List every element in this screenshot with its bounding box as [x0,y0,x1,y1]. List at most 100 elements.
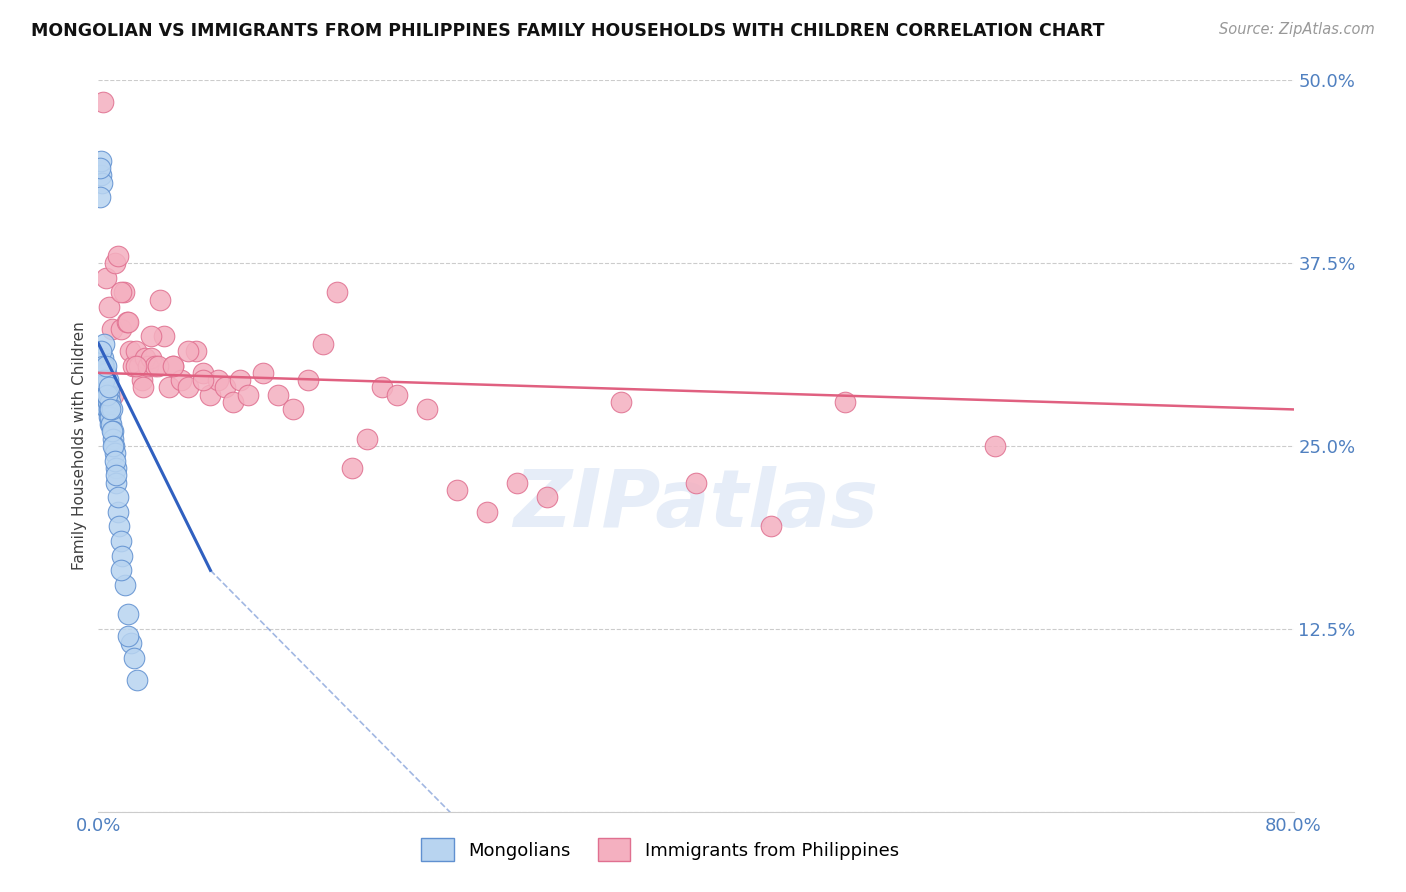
Point [139,351,162,366]
Point [96,388,118,402]
Point [131,373,153,387]
Point [311,336,333,351]
Point [89,190,111,204]
Point [184,343,207,358]
Point [385,388,409,402]
Point [117,607,139,622]
Point [90,153,112,168]
Point [97,395,120,409]
Point [162,359,184,373]
Point [506,475,529,490]
Point [200,388,222,402]
Point [207,373,229,387]
Point [98,402,121,417]
Point [446,483,468,497]
Point [93,388,115,402]
Point [127,673,149,687]
Point [297,373,319,387]
Point [101,402,124,417]
Point [267,388,290,402]
Point [96,402,118,417]
Point [139,329,162,343]
Point [162,359,184,373]
Point [91,359,114,373]
Point [93,336,115,351]
Legend: Mongolians, Immigrants from Philippines: Mongolians, Immigrants from Philippines [415,830,905,869]
Point [98,395,121,409]
Point [117,629,139,643]
Text: ZIPatlas: ZIPatlas [513,466,879,543]
Point [110,285,132,300]
Point [281,402,304,417]
Point [97,380,120,394]
Point [117,315,139,329]
Point [149,293,172,307]
Point [104,461,127,475]
Point [125,359,148,373]
Point [91,359,114,373]
Point [97,300,120,314]
Point [104,453,127,467]
Point [98,409,122,424]
Point [97,373,120,387]
Point [104,446,127,460]
Point [96,388,118,402]
Point [93,359,115,373]
Point [169,373,191,387]
Point [91,373,114,387]
Point [110,534,132,549]
Point [101,322,124,336]
Point [128,359,150,373]
Point [236,388,259,402]
Point [112,285,135,300]
Point [153,329,176,343]
Point [104,256,127,270]
Point [90,343,112,358]
Point [94,366,117,380]
Point [222,395,245,409]
Point [96,388,118,402]
Point [91,95,114,110]
Point [475,505,498,519]
Point [91,351,114,366]
Point [103,388,125,402]
Point [110,322,132,336]
Point [105,468,128,483]
Point [416,402,439,417]
Point [121,359,143,373]
Point [94,366,117,380]
Text: MONGOLIAN VS IMMIGRANTS FROM PHILIPPINES FAMILY HOUSEHOLDS WITH CHILDREN CORRELA: MONGOLIAN VS IMMIGRANTS FROM PHILIPPINES… [31,22,1105,40]
Point [107,505,129,519]
Point [214,380,236,394]
Point [124,651,146,665]
Point [191,366,214,380]
Point [125,343,148,358]
Text: Source: ZipAtlas.com: Source: ZipAtlas.com [1219,22,1375,37]
Point [97,409,120,424]
Point [148,359,170,373]
Point [118,343,141,358]
Point [610,395,633,409]
Point [120,636,142,650]
Point [98,417,121,431]
Point [111,549,134,563]
Point [356,432,378,446]
Point [105,475,128,490]
Point [136,359,159,373]
Point [103,439,125,453]
Point [536,490,558,504]
Point [107,249,129,263]
Point [90,169,112,183]
Point [326,285,349,300]
Point [93,373,115,387]
Point [132,380,155,394]
Point [115,315,138,329]
Point [100,417,122,431]
Point [93,373,115,387]
Point [759,519,782,533]
Point [90,176,112,190]
Point [97,388,120,402]
Point [89,161,111,175]
Point [114,578,136,592]
Point [177,343,200,358]
